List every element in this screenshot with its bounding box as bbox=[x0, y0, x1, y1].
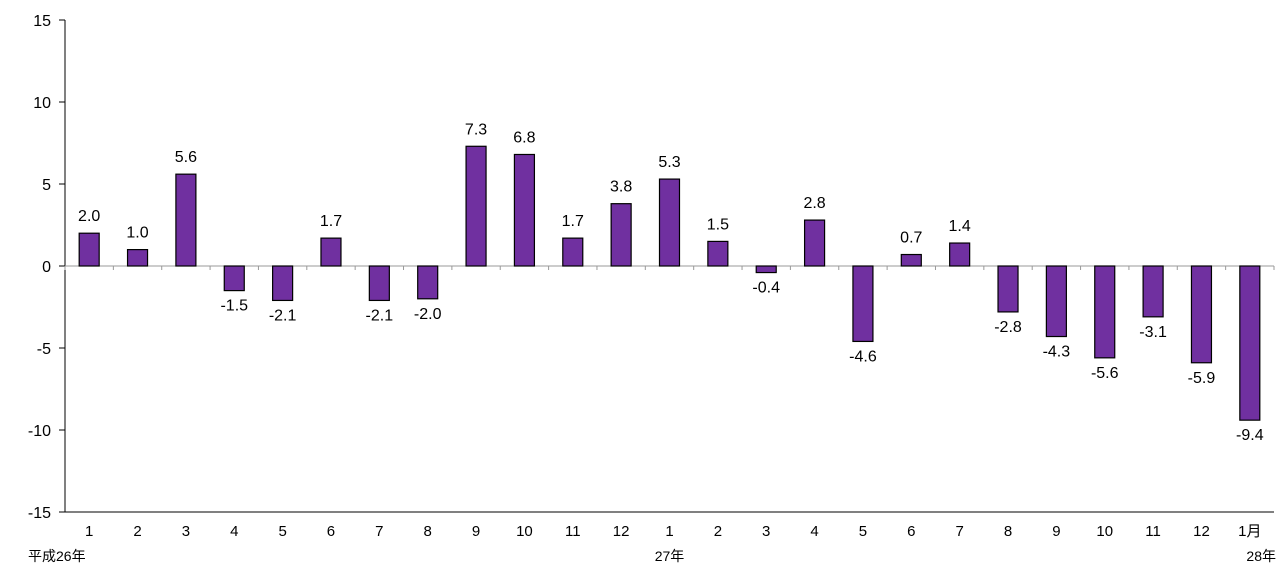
x-tick-label: 4 bbox=[230, 523, 238, 540]
bar bbox=[175, 173, 197, 267]
y-tick-label: 0 bbox=[42, 259, 51, 276]
bar bbox=[272, 265, 294, 302]
x-tick-label: 9 bbox=[1052, 523, 1060, 540]
x-tick-label: 8 bbox=[1004, 523, 1012, 540]
x-tick-label: 2 bbox=[714, 523, 722, 540]
x-tick-label: 4 bbox=[810, 523, 818, 540]
bar bbox=[1190, 265, 1213, 364]
bar bbox=[755, 265, 777, 274]
data-label: 1.7 bbox=[320, 213, 342, 230]
x-tick-label: 12 bbox=[1193, 523, 1210, 540]
data-label: -4.6 bbox=[849, 348, 877, 365]
data-label: -5.9 bbox=[1188, 370, 1216, 387]
x-tick-label: 6 bbox=[907, 523, 915, 540]
bar bbox=[949, 242, 971, 267]
data-label: -2.8 bbox=[994, 319, 1022, 336]
bar bbox=[320, 237, 342, 267]
bar bbox=[465, 145, 487, 267]
x-tick-label: 7 bbox=[375, 523, 383, 540]
year-label: 平成26年 bbox=[28, 548, 86, 564]
data-label: -1.5 bbox=[220, 298, 248, 315]
x-tick-label: 1 bbox=[665, 523, 673, 540]
x-tick-label: 1月 bbox=[1238, 523, 1261, 540]
year-label: 27年 bbox=[655, 548, 685, 564]
data-label: 1.0 bbox=[126, 225, 148, 242]
data-label: -3.1 bbox=[1139, 324, 1167, 341]
y-axis: -15 -10 -5 0 5 10 15 bbox=[28, 13, 1275, 522]
x-tick-label: 12 bbox=[613, 523, 630, 540]
x-tick-label: 6 bbox=[327, 523, 335, 540]
data-label: -0.4 bbox=[752, 280, 780, 297]
x-tick-label: 7 bbox=[955, 523, 963, 540]
x-tick-label: 9 bbox=[472, 523, 480, 540]
y-tick-label: 15 bbox=[33, 13, 51, 30]
data-label: 5.6 bbox=[175, 149, 197, 166]
x-tick-label: 11 bbox=[1145, 523, 1161, 540]
y-tick-label: -10 bbox=[28, 423, 51, 440]
data-label: -9.4 bbox=[1236, 427, 1264, 444]
year-label: 28年 bbox=[1246, 548, 1276, 564]
bar bbox=[1094, 265, 1116, 359]
x-tick-label: 8 bbox=[424, 523, 432, 540]
x-tick-label: 10 bbox=[1096, 523, 1113, 540]
x-tick-label: 5 bbox=[278, 523, 286, 540]
x-tick-label: 11 bbox=[565, 523, 581, 540]
bars bbox=[78, 145, 1261, 421]
x-tick-label: 3 bbox=[762, 523, 770, 540]
bar bbox=[707, 240, 729, 267]
bar bbox=[852, 265, 874, 343]
data-label: 3.8 bbox=[610, 179, 632, 196]
bar bbox=[658, 178, 681, 267]
bar bbox=[368, 265, 390, 302]
data-label: -2.0 bbox=[414, 306, 442, 323]
bar bbox=[1142, 265, 1164, 318]
bar bbox=[900, 253, 922, 267]
data-label: 5.3 bbox=[658, 154, 680, 171]
x-tick-label: 10 bbox=[516, 523, 533, 540]
data-label: 1.5 bbox=[707, 216, 729, 233]
data-labels: 2.0 1.0 5.6 -1.5 -2.1 1.7 -2.1 -2.0 7.3 6.8 1.7 3.8… bbox=[78, 121, 1264, 444]
data-label: 1.7 bbox=[562, 213, 584, 230]
bar bbox=[78, 232, 100, 267]
x-tick-label: 1 bbox=[85, 523, 93, 540]
y-tick-label: -15 bbox=[28, 505, 51, 522]
data-label: 7.3 bbox=[465, 121, 487, 138]
bar bbox=[997, 265, 1019, 313]
data-label: 1.4 bbox=[949, 218, 971, 235]
x-tick-label: 3 bbox=[182, 523, 190, 540]
y-tick-label: -5 bbox=[37, 341, 51, 358]
data-label: 0.7 bbox=[900, 230, 922, 247]
x-tick-label: 2 bbox=[133, 523, 141, 540]
bar bbox=[610, 203, 632, 267]
data-label: -2.1 bbox=[269, 307, 297, 324]
bar bbox=[1045, 265, 1067, 338]
y-tick-label: 5 bbox=[42, 177, 51, 194]
bar bbox=[417, 265, 439, 300]
data-label: 2.8 bbox=[803, 195, 825, 212]
bar bbox=[126, 249, 149, 267]
bar bbox=[1239, 265, 1261, 421]
y-tick-label: 10 bbox=[33, 95, 51, 112]
data-label: 6.8 bbox=[513, 129, 535, 146]
bar bbox=[562, 237, 584, 267]
data-label: -5.6 bbox=[1091, 365, 1119, 382]
bar bbox=[513, 153, 536, 267]
data-label: 2.0 bbox=[78, 208, 100, 225]
bar bbox=[223, 265, 245, 292]
bar bbox=[803, 219, 826, 267]
data-label: -2.1 bbox=[366, 307, 394, 324]
x-tick-label: 5 bbox=[859, 523, 867, 540]
data-label: -4.3 bbox=[1043, 344, 1071, 361]
